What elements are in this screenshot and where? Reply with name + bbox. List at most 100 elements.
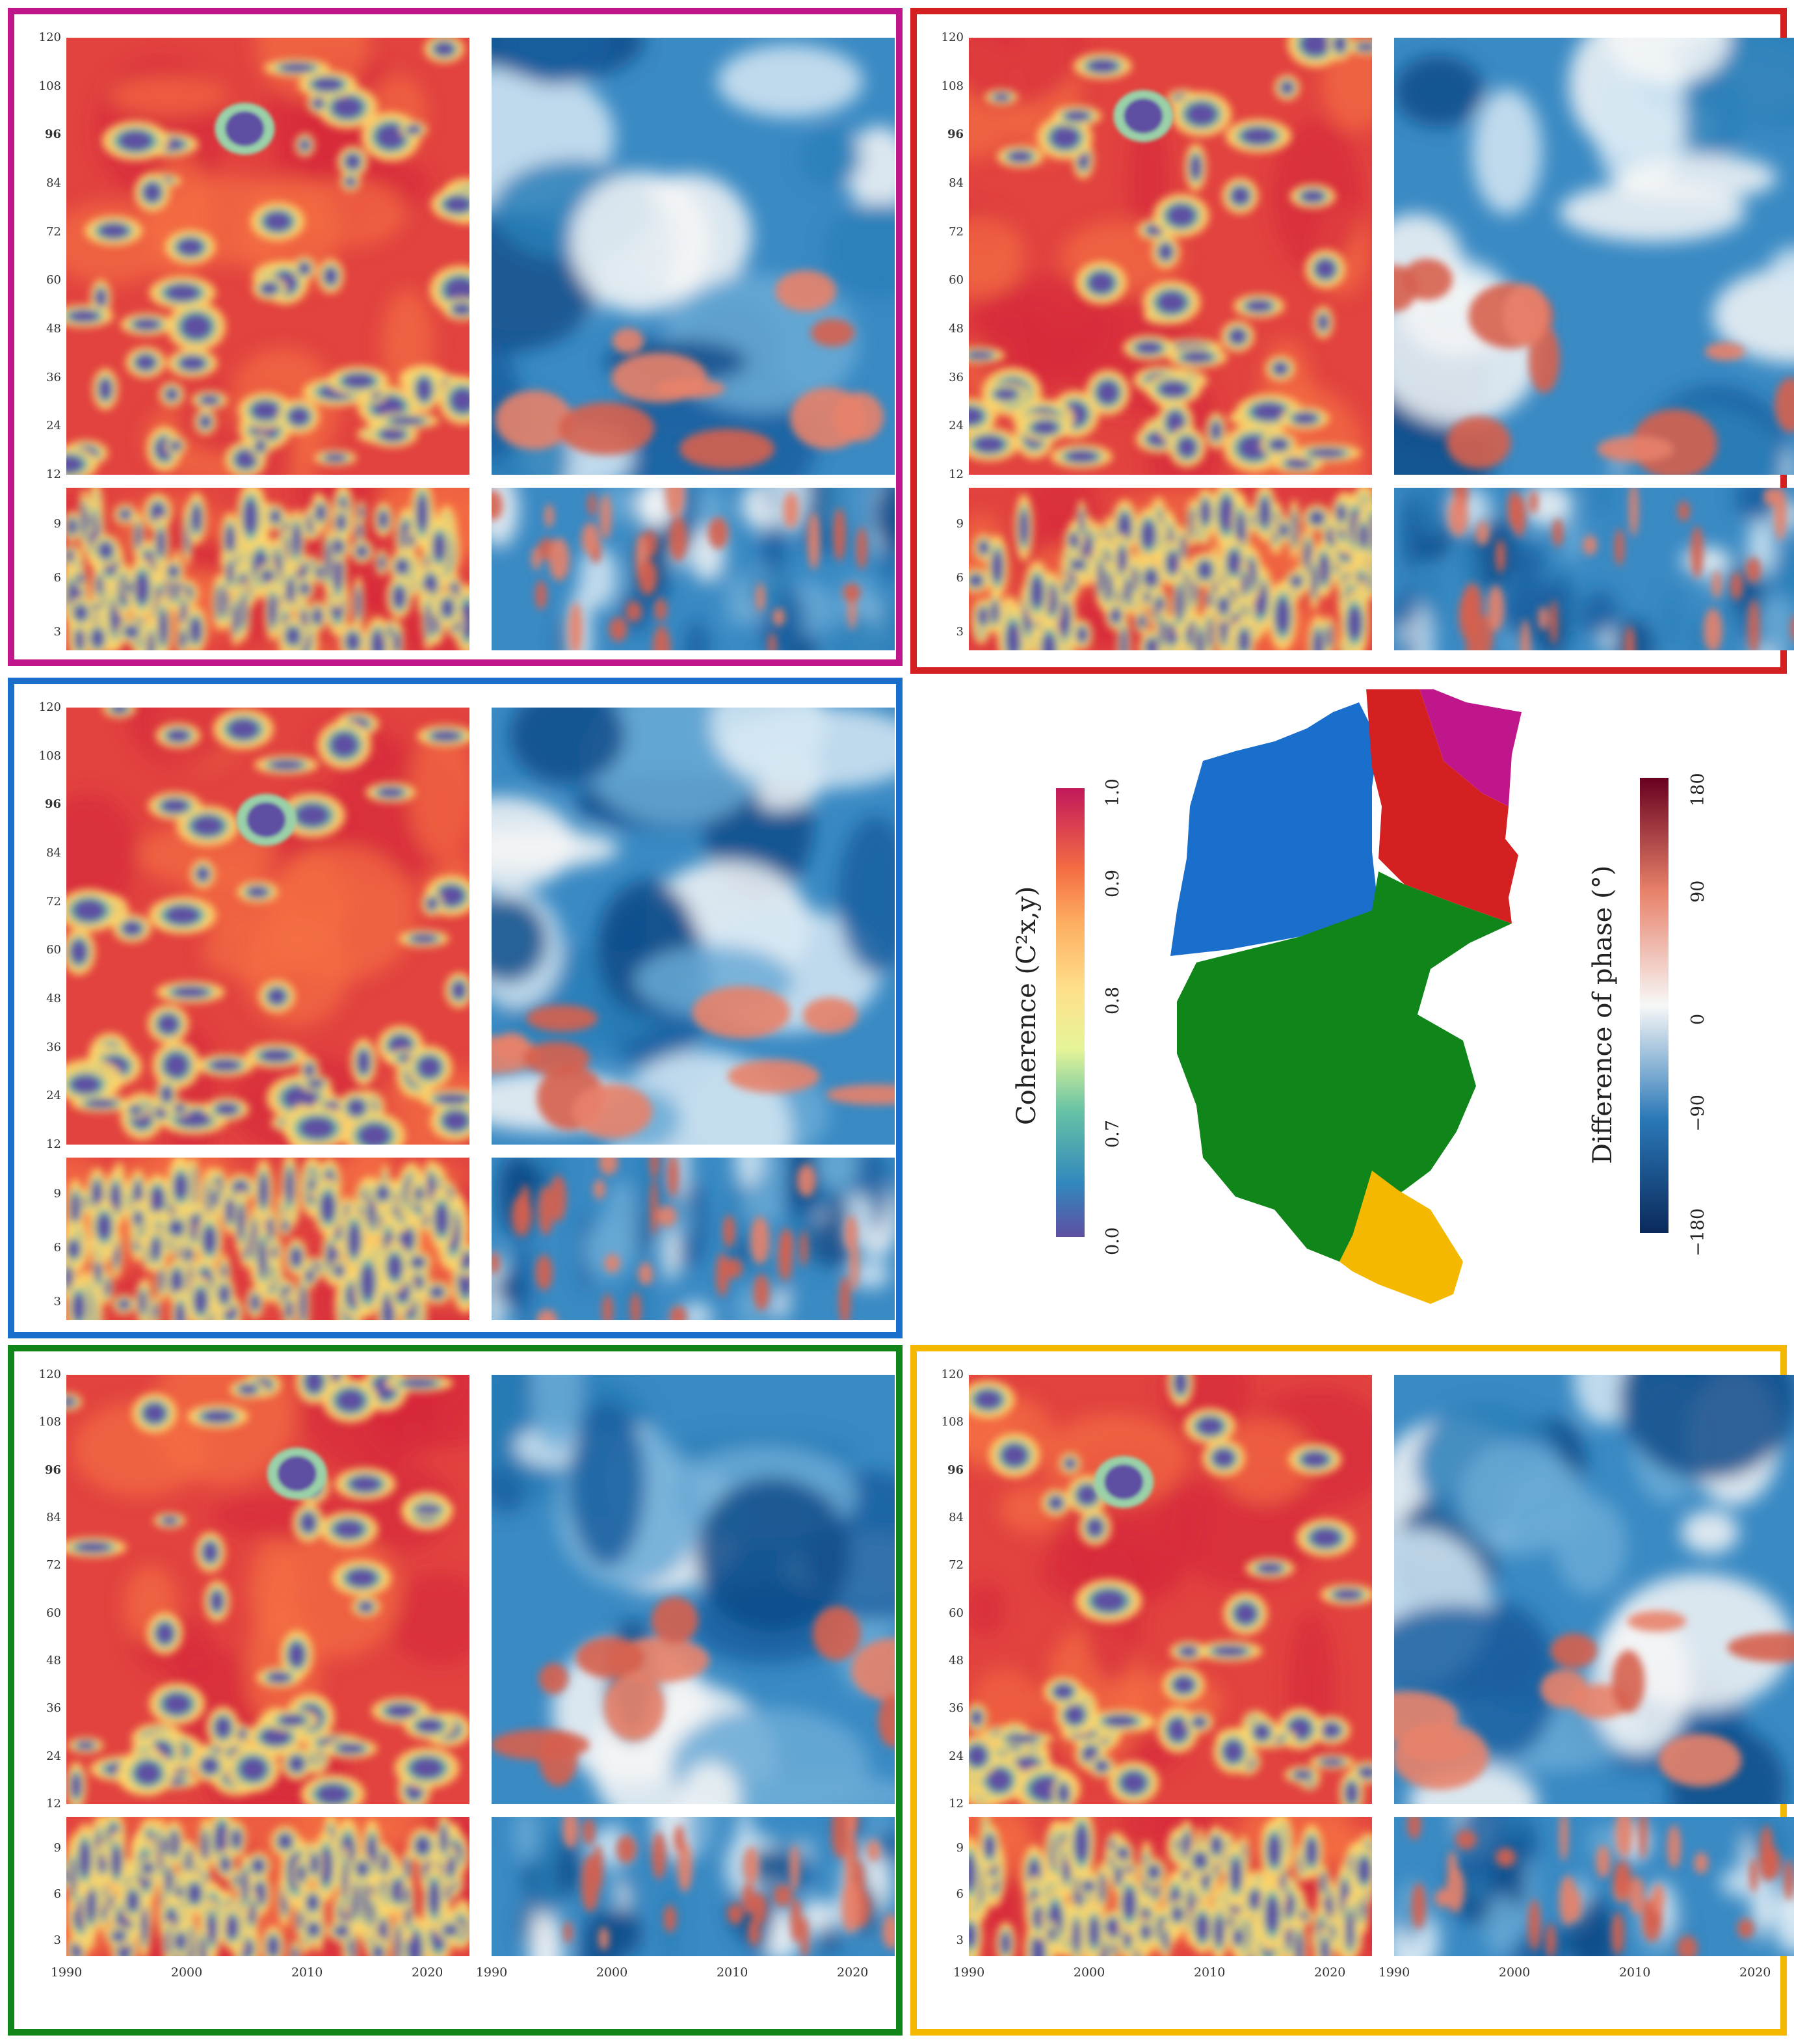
x-tick-label: 2000	[170, 1965, 203, 1980]
phase-tick-label: 0	[1688, 1013, 1708, 1025]
y-tick-label: 48	[46, 1654, 61, 1667]
x-tick-label: 2020	[412, 1965, 443, 1980]
y-tick-label: 9	[956, 516, 964, 531]
y-tick-label: 24	[949, 1749, 964, 1763]
phase-upper-plot	[1394, 1375, 1794, 1804]
map-region-yellow	[1339, 1171, 1463, 1304]
coherence-lower-plot	[969, 488, 1372, 650]
phase-lower-plot	[492, 1817, 895, 1956]
region-panel-blue	[8, 678, 903, 1338]
y-tick-label: 108	[941, 1415, 964, 1429]
y-tick-label: 12	[46, 1137, 61, 1151]
y-tick-label: 72	[949, 1558, 964, 1573]
y-tick-label: 9	[53, 1186, 61, 1201]
x-tick-label: 2010	[1618, 1965, 1651, 1980]
y-tick-label: 120	[941, 1368, 964, 1381]
x-tick-label: 1990	[475, 1965, 508, 1980]
y-tick-label: 72	[949, 224, 964, 239]
y-tick-label: 24	[46, 1749, 61, 1763]
y-tick-label: 36	[46, 1701, 61, 1716]
x-tick-label: 2000	[596, 1965, 628, 1980]
y-tick-label: 24	[46, 419, 61, 433]
coherence-lower-plot	[66, 1817, 469, 1956]
y-tick-label: 6	[53, 570, 61, 585]
y-tick-label: 120	[941, 31, 964, 44]
y-tick-label: 3	[53, 625, 61, 639]
y-tick-label: 36	[46, 1040, 61, 1054]
x-tick-label: 2000	[1073, 1965, 1105, 1980]
y-tick-label: 9	[53, 516, 61, 531]
phase-upper-plot	[1394, 38, 1794, 475]
coherence-tick-label: 0.8	[1103, 987, 1123, 1015]
map-region-red	[1365, 680, 1518, 923]
y-tick-label: 60	[46, 273, 61, 287]
coherence-lower-plot	[66, 1158, 469, 1320]
y-tick-label: 84	[46, 846, 61, 860]
y-tick-label: 60	[949, 1606, 964, 1620]
y-tick-label: 12	[949, 1797, 964, 1811]
y-tick-label: 12	[46, 1797, 61, 1811]
phase-upper-plot	[492, 38, 895, 475]
y-tick-label: 72	[46, 894, 61, 909]
y-tick-label: 84	[46, 176, 61, 190]
x-tick-label: 2010	[716, 1965, 748, 1980]
y-tick-label: 48	[949, 1654, 964, 1667]
phase-tick-label: 180	[1688, 773, 1708, 806]
y-tick-label: 96	[947, 1463, 964, 1477]
x-tick-label: 2010	[1193, 1965, 1226, 1980]
y-tick-label: 48	[949, 322, 964, 336]
y-tick-label: 9	[53, 1840, 61, 1855]
y-tick-label: 84	[949, 1511, 964, 1524]
phase-colorbar	[1640, 778, 1669, 1233]
coherence-upper-plot	[969, 1375, 1372, 1804]
x-tick-label: 2020	[837, 1965, 869, 1980]
y-tick-label: 72	[46, 224, 61, 239]
x-tick-label: 1990	[50, 1965, 83, 1980]
coherence-tick-label: 0.7	[1103, 1120, 1123, 1148]
phase-colorbar-label: Difference of phase (°)	[1588, 865, 1618, 1164]
y-tick-label: 96	[44, 797, 61, 812]
y-tick-label: 120	[38, 31, 61, 44]
map-region-green	[1177, 871, 1512, 1262]
coherence-upper-plot	[969, 38, 1372, 475]
y-tick-label: 36	[949, 370, 964, 384]
phase-lower-plot	[492, 1158, 895, 1320]
y-tick-label: 6	[53, 1887, 61, 1901]
phase-tick-label: −90	[1688, 1095, 1708, 1132]
y-tick-label: 9	[956, 1840, 964, 1855]
y-tick-label: 60	[949, 273, 964, 287]
y-tick-label: 108	[38, 749, 61, 763]
y-tick-label: 72	[46, 1558, 61, 1573]
coherence-lower-plot	[969, 1817, 1372, 1956]
y-tick-label: 120	[38, 700, 61, 714]
x-tick-label: 2020	[1314, 1965, 1346, 1980]
coherence-lower-plot	[66, 488, 469, 650]
y-tick-label: 12	[46, 468, 61, 481]
y-tick-label: 48	[46, 322, 61, 336]
x-tick-label: 2010	[291, 1965, 323, 1980]
y-tick-label: 6	[956, 1887, 964, 1901]
y-tick-label: 108	[38, 79, 61, 93]
coherence-tick-label: 1.0	[1103, 778, 1123, 806]
y-tick-label: 84	[46, 1511, 61, 1524]
coherence-upper-plot	[66, 38, 469, 475]
y-tick-label: 96	[947, 127, 964, 142]
y-tick-label: 3	[53, 1295, 61, 1309]
y-tick-label: 24	[949, 419, 964, 433]
phase-lower-plot	[1394, 488, 1794, 650]
y-tick-label: 84	[949, 176, 964, 190]
region-panel-green	[8, 1345, 903, 2036]
y-tick-label: 3	[956, 625, 964, 639]
y-tick-label: 24	[46, 1089, 61, 1103]
y-tick-label: 108	[38, 1415, 61, 1429]
y-tick-label: 120	[38, 1368, 61, 1381]
phase-tick-label: 90	[1688, 880, 1708, 903]
y-tick-label: 6	[53, 1240, 61, 1254]
region-panel-magenta	[8, 8, 903, 666]
y-tick-label: 60	[46, 943, 61, 957]
x-tick-label: 2020	[1739, 1965, 1771, 1980]
y-tick-label: 108	[941, 79, 964, 93]
y-tick-label: 36	[949, 1701, 964, 1716]
coherence-colorbar	[1056, 788, 1085, 1237]
y-tick-label: 36	[46, 370, 61, 384]
